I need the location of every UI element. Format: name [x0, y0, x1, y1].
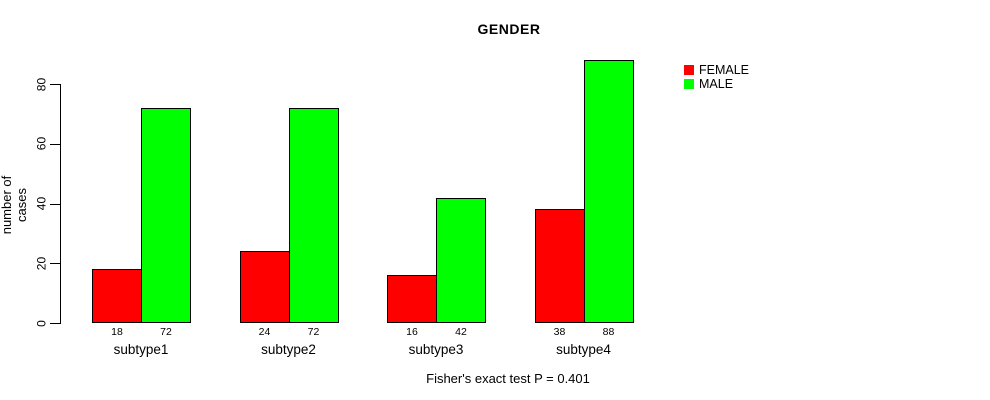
bar-value-label: 24 — [258, 326, 271, 338]
footnote: Fisher's exact test P = 0.401 — [426, 371, 590, 386]
legend: FEMALE MALE — [684, 63, 749, 91]
bar-value-label: 16 — [406, 326, 418, 338]
bar-female-subtype2 — [239, 251, 290, 323]
legend-label: MALE — [699, 77, 734, 91]
legend-item-female: FEMALE — [684, 63, 749, 77]
y-tick-label: 40 — [34, 196, 49, 211]
legend-swatch-male — [684, 79, 694, 89]
y-axis-line — [60, 84, 61, 324]
bar-female-subtype3 — [387, 275, 437, 323]
chart-title: GENDER — [477, 21, 541, 37]
bar-male-subtype3 — [436, 197, 486, 323]
x-category-label: subtype3 — [408, 342, 464, 357]
bar-female-subtype1 — [92, 269, 142, 323]
legend-swatch-female — [684, 65, 694, 75]
bar-value-label: 38 — [553, 326, 566, 338]
bar-value-label: 88 — [602, 326, 615, 338]
y-axis-tick — [50, 323, 60, 324]
bar-value-label: 18 — [111, 326, 123, 338]
bar-female-subtype4 — [534, 209, 585, 323]
y-axis-tick — [50, 143, 60, 145]
y-axis-tick — [50, 263, 60, 265]
legend-item-male: MALE — [684, 77, 749, 91]
x-category-label: subtype2 — [261, 342, 316, 357]
x-category-label: subtype4 — [556, 342, 611, 357]
bar-value-label: 72 — [307, 326, 320, 338]
y-axis-label: number of cases — [0, 175, 29, 235]
legend-label: FEMALE — [699, 63, 750, 77]
y-tick-label: 0 — [34, 319, 49, 327]
bar-male-subtype4 — [583, 60, 634, 323]
bar-male-subtype2 — [288, 107, 339, 323]
y-axis-tick — [50, 203, 60, 205]
y-axis-tick — [50, 84, 60, 85]
bar-value-label: 72 — [160, 326, 172, 338]
y-tick-label: 60 — [34, 137, 49, 151]
bar-male-subtype1 — [141, 107, 191, 323]
x-category-label: subtype1 — [113, 342, 169, 357]
y-tick-label: 20 — [34, 256, 49, 270]
bar-value-label: 42 — [455, 326, 467, 338]
y-tick-label: 80 — [34, 77, 49, 91]
